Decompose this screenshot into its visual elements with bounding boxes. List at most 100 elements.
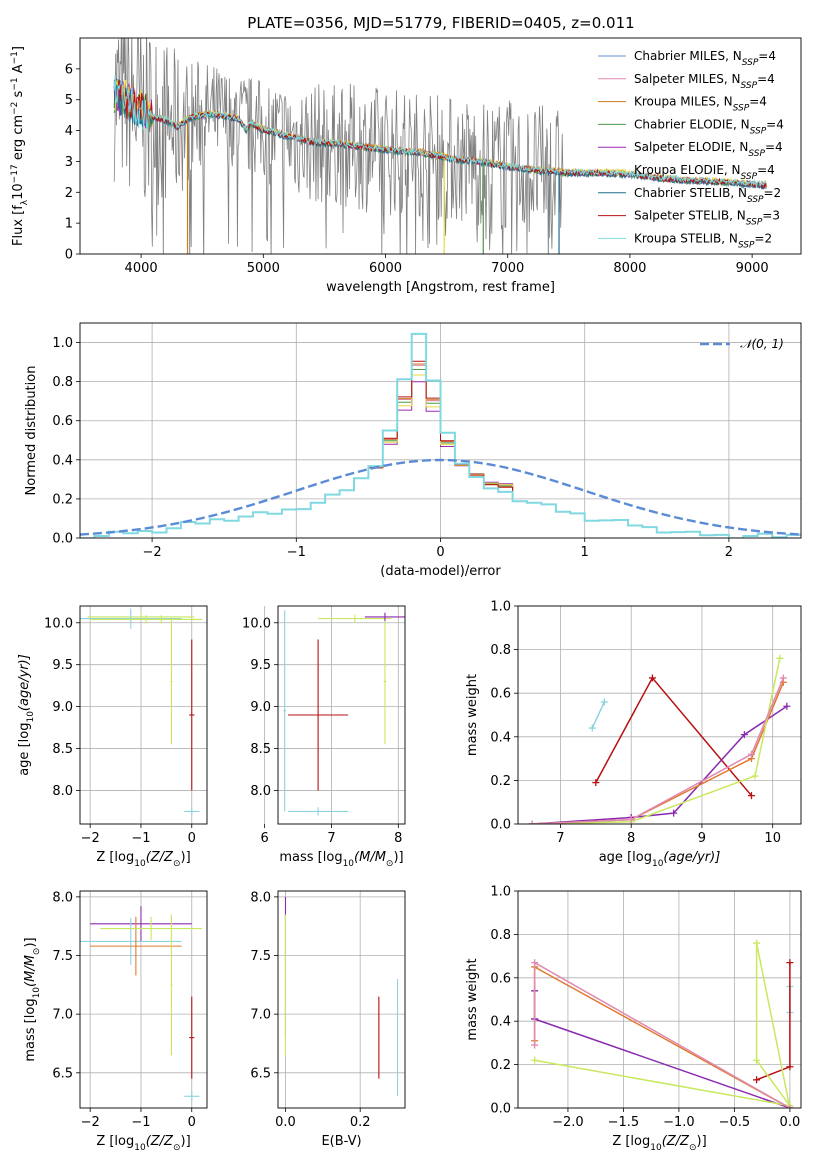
errorbar-plot-area — [283, 610, 405, 816]
x-tick-label: −2.0 — [552, 1115, 584, 1130]
model-spectrum-7 — [113, 77, 767, 190]
label-part: 10 — [652, 859, 664, 869]
x-tick-label: 1 — [581, 545, 589, 560]
plus-marker — [747, 750, 755, 758]
y-tick-label: 1.0 — [52, 336, 73, 351]
plus-marker — [531, 959, 539, 967]
x-axis-label: mass [log10(M/M⊙)] — [279, 850, 403, 869]
weight-series — [591, 701, 605, 729]
x-tick-label: −1.5 — [608, 1115, 640, 1130]
y-tick-label: 8.0 — [250, 784, 271, 799]
x-tick-label: 0.0 — [780, 1115, 801, 1130]
label-part: mass weight — [465, 958, 480, 1040]
label-part: Z [log — [96, 1134, 134, 1149]
axes-frame — [517, 890, 802, 1109]
axes-frame — [79, 605, 208, 825]
axes-frame — [277, 605, 406, 825]
y-tick-label: 0 — [65, 248, 73, 263]
weight-series — [532, 705, 788, 824]
label-part: (Z/Z — [662, 1134, 690, 1149]
label-part: ⊙ — [173, 859, 181, 869]
x-tick-label: 7000 — [491, 261, 524, 276]
label-part: −1 — [10, 77, 20, 90]
y-tick-label: 6 — [65, 62, 73, 77]
y-tick-label: 0.2 — [52, 492, 73, 507]
x-tick-label: 4000 — [125, 261, 158, 276]
y-tick-label: 0.2 — [490, 1058, 511, 1073]
label-part: ⊙ — [173, 1143, 181, 1153]
y-tick-label: 7.0 — [250, 1008, 271, 1023]
errorbar-plot-area — [80, 906, 202, 1103]
y-tick-label: 7.0 — [52, 1008, 73, 1023]
chart-title: PLATE=0356, MJD=51779, FIBERID=0405, z=0… — [247, 14, 634, 32]
label-part: =3 — [762, 209, 780, 223]
y-tick-label: 0.4 — [490, 1015, 511, 1030]
y-tick-label: 3 — [65, 155, 73, 170]
y-tick-label: 0.6 — [490, 971, 511, 986]
axes-residuals: −2 −1 0 1 2 0.0 0.2 0.4 0.6 0.8 1.0 (data-model)/er… — [24, 322, 802, 579]
label-part: (Z/Z — [146, 850, 174, 865]
y-tick-label: 8.5 — [52, 742, 73, 757]
y-tick-label: 0.8 — [490, 928, 511, 943]
label-part: Z [log — [96, 850, 134, 865]
plus-marker — [740, 731, 748, 739]
x-tick-label: 0 — [436, 545, 444, 560]
weight-series — [532, 682, 784, 824]
plus-marker — [627, 816, 635, 824]
x-tick-label: 9000 — [736, 261, 769, 276]
label-part: Z [log — [612, 1134, 650, 1149]
x-tick-label: −1 — [131, 1115, 150, 1130]
plus-marker — [786, 1104, 794, 1108]
label-part: Kroupa STELIB, N — [634, 231, 738, 245]
label-part: =4 — [749, 95, 767, 109]
x-tick-label: 7 — [327, 831, 335, 846]
x-tick-label: 0 — [188, 1115, 196, 1130]
plus-marker — [779, 674, 787, 682]
label-part: SSP — [747, 195, 764, 205]
y-tick-label: 0.0 — [490, 1102, 511, 1117]
plus-marker — [670, 809, 678, 817]
label-part: SSP — [750, 126, 767, 136]
x-tick-label: 10 — [764, 831, 781, 846]
y-tick-label: 2 — [65, 186, 73, 201]
y-axis-label: age [log10(age/yr)] — [17, 654, 36, 776]
errorbar-plot-area — [80, 608, 202, 816]
legend-label: Kroupa STELIB, NSSP=2 — [634, 231, 772, 250]
plus-marker — [531, 1041, 539, 1049]
y-tick-label: 4 — [65, 124, 73, 139]
axes-age-vs-mass: 6 7 8 8.0 8.5 9.0 9.5 10.0 mass [log10(M/M⊙)] — [242, 605, 406, 869]
y-tick-label: 5 — [65, 93, 73, 108]
label-part: )] — [181, 850, 191, 865]
y-tick-label: 9.0 — [52, 700, 73, 715]
label-part: ⊙ — [386, 859, 394, 869]
x-tick-label: −1 — [131, 831, 150, 846]
plus-marker — [751, 772, 759, 780]
y-tick-label: 0.8 — [52, 375, 73, 390]
axes-frame — [79, 37, 802, 255]
label-part: Kroupa ELODIE, N — [634, 163, 741, 177]
plus-marker — [588, 724, 596, 732]
label-part: Chabrier MILES, N — [634, 49, 742, 63]
label-part: mass [log — [23, 998, 38, 1061]
weight-series — [532, 677, 784, 824]
label-part: age [log — [17, 723, 32, 776]
label-part: =2 — [754, 231, 772, 245]
y-tick-label: 0.2 — [490, 774, 511, 789]
x-axis-label: Z [log10(Z/Z⊙)] — [96, 1134, 190, 1153]
label-part: )] — [697, 1134, 707, 1149]
errorbar-plot-area — [284, 896, 399, 1097]
legend-label: Chabrier STELIB, NSSP=2 — [634, 186, 781, 205]
plus-marker — [753, 1056, 761, 1064]
x-tick-label: 5000 — [247, 261, 280, 276]
plus-marker — [786, 959, 794, 967]
label-part: Salpeter STELIB, N — [634, 209, 746, 223]
legend-label: Chabrier MILES, NSSP=4 — [634, 49, 776, 68]
y-axis-label: Normed distribution — [24, 366, 39, 496]
label-part: mass [log — [279, 850, 342, 865]
axes-frame — [517, 605, 802, 825]
x-tick-label: 7 — [556, 831, 564, 846]
legend-label: Salpeter ELODIE, NSSP=4 — [634, 140, 783, 159]
label-part: 10 — [134, 1143, 146, 1153]
plus-marker — [786, 1063, 794, 1071]
y-tick-label: 9.5 — [250, 658, 271, 673]
